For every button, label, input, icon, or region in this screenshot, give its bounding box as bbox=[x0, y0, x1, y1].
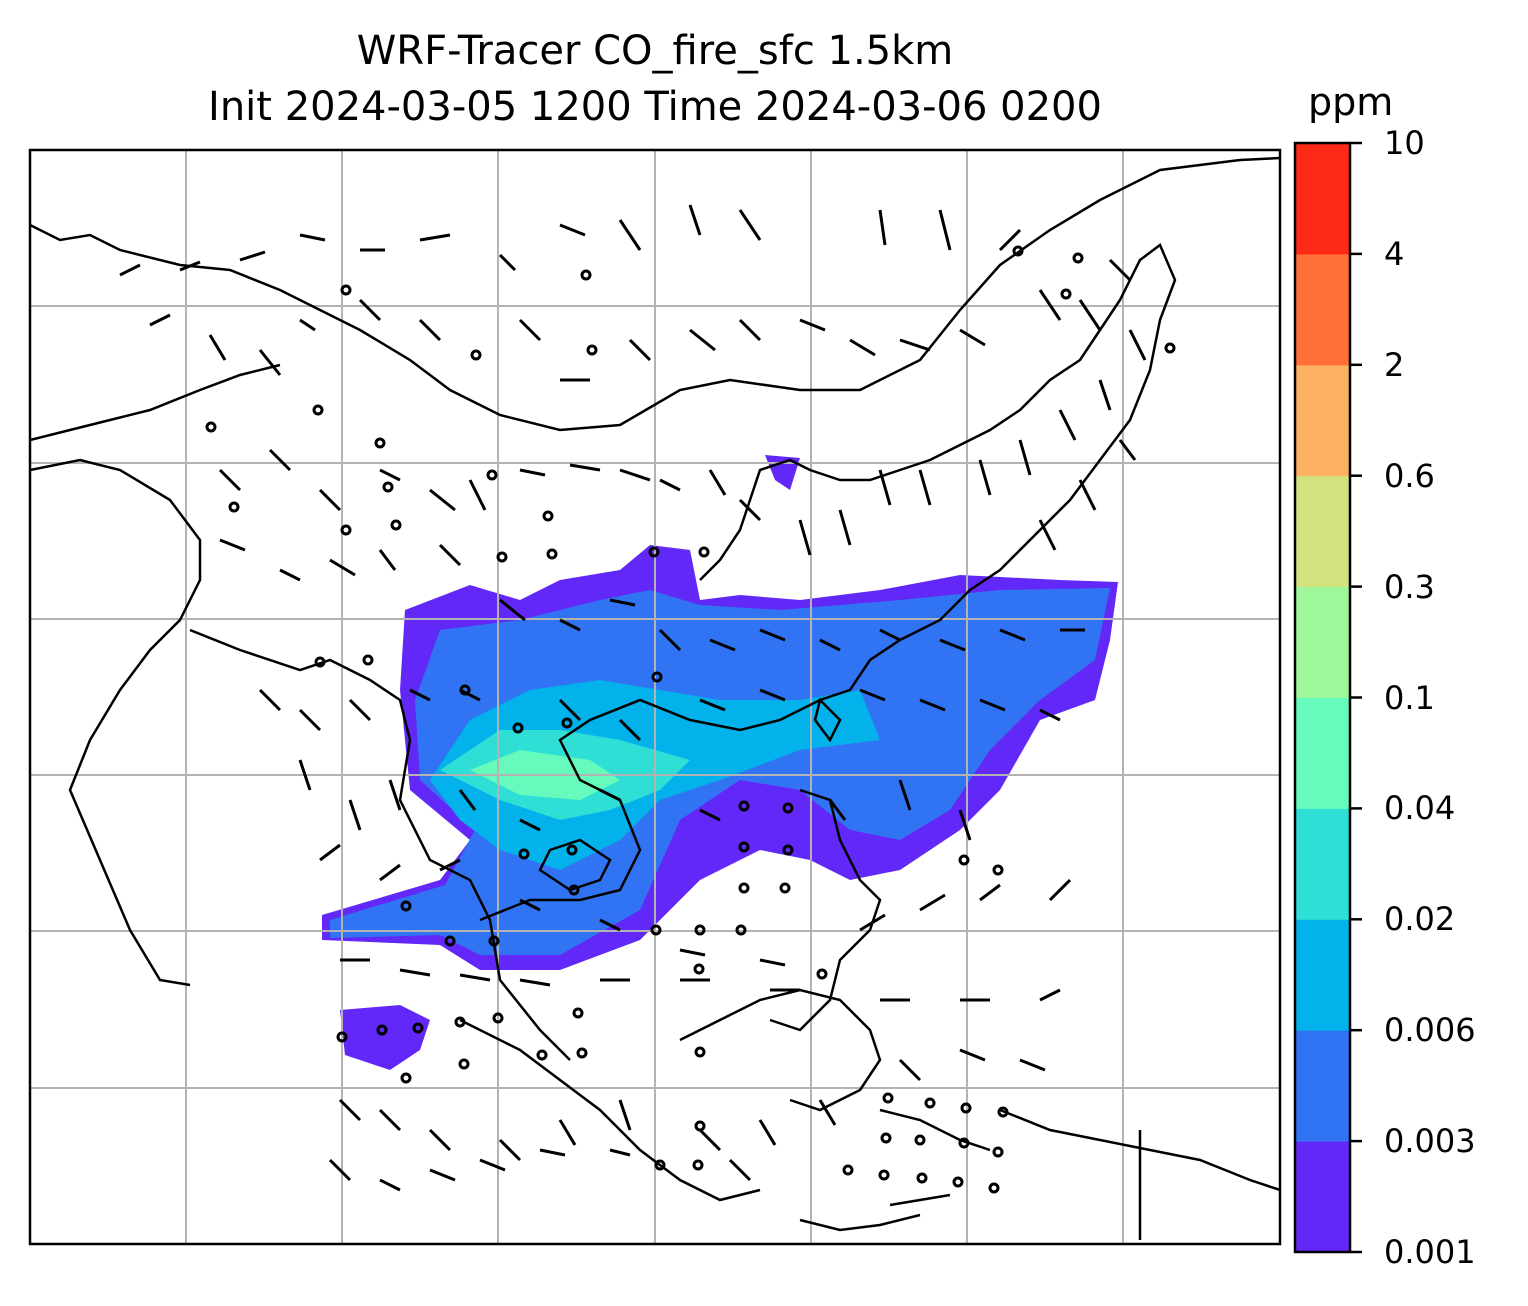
colorbar-tick-label: 0.02 bbox=[1384, 900, 1456, 939]
plume-patch1 bbox=[765, 455, 800, 490]
colorbar-tick-label: 10 bbox=[1384, 124, 1425, 162]
colorbar-tick-label: 4 bbox=[1384, 234, 1405, 273]
colorbar-tick-label: 0.003 bbox=[1384, 1122, 1476, 1161]
colorbar-tick-label: 0.6 bbox=[1384, 456, 1435, 495]
colorbar-tick-label: 0.001 bbox=[1384, 1233, 1476, 1271]
colorbar-unit: ppm bbox=[1308, 80, 1394, 124]
colorbar-swatch bbox=[1295, 586, 1350, 698]
colorbar bbox=[1293, 141, 1362, 1254]
colorbar-tick-label: 0.006 bbox=[1384, 1011, 1476, 1050]
colorbar-swatch bbox=[1295, 475, 1350, 588]
colorbar-swatch bbox=[1295, 697, 1350, 809]
colorbar-swatch bbox=[1295, 808, 1350, 920]
colorbar-swatch bbox=[1295, 1030, 1350, 1142]
map-frame bbox=[28, 148, 1282, 1246]
colorbar-tick-label: 2 bbox=[1384, 345, 1405, 384]
wind-barbs bbox=[119, 204, 1147, 1192]
plume-island bbox=[340, 1005, 430, 1070]
gridlines bbox=[30, 150, 1280, 1244]
map-title-line2: Init 2024-03-05 1200 Time 2024-03-06 020… bbox=[208, 84, 1102, 130]
calm-markers bbox=[205, 245, 1176, 1194]
colorbar-tick-label: 0.04 bbox=[1384, 789, 1456, 828]
map-title-line1: WRF-Tracer CO_fire_sfc 1.5km bbox=[356, 28, 954, 74]
colorbar-swatch bbox=[1295, 143, 1350, 255]
colorbar-swatch bbox=[1295, 253, 1350, 366]
colorbar-tick-label: 0.1 bbox=[1384, 678, 1435, 717]
colorbar-swatch bbox=[1295, 364, 1350, 477]
co-plume bbox=[322, 455, 1118, 1070]
colorbar-tick-label: 0.3 bbox=[1384, 567, 1435, 606]
colorbar-swatch bbox=[1295, 919, 1350, 1031]
colorbar-swatch bbox=[1295, 1141, 1350, 1253]
